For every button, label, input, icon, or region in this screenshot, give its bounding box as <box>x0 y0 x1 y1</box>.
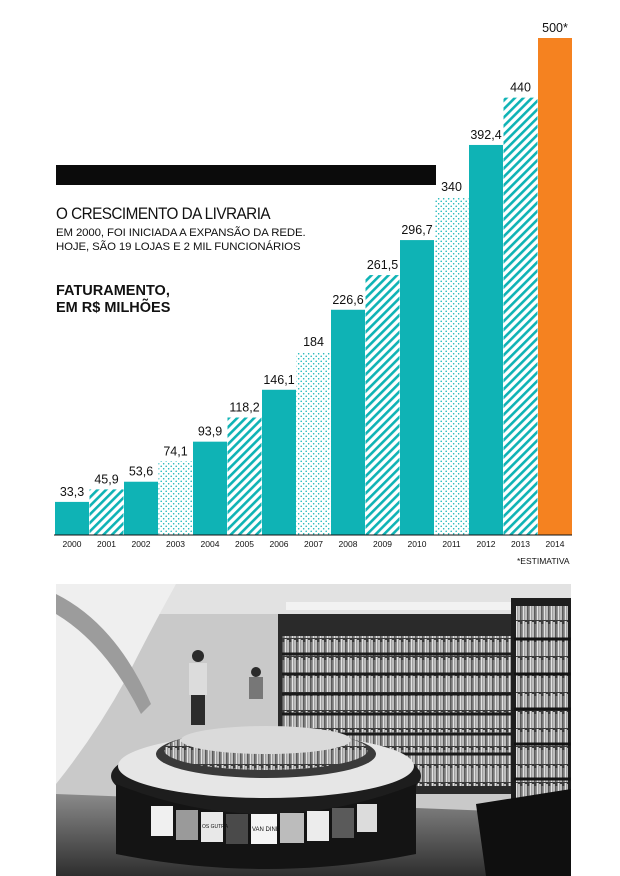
x-tick-2011: 2011 <box>442 539 461 549</box>
revenue-bar-chart: 33,3 2000 45,9 2001 53,6 2002 74,1 2003 93,9 2004… <box>54 21 572 549</box>
value-label-2011: 340 <box>441 180 462 194</box>
photo-book-title-2: OS GUTRA <box>202 824 229 830</box>
bar-2005 <box>227 417 262 535</box>
subtitle-line-2: HOJE, SÃO 19 LOJAS E 2 MIL FUNCIONÁRIOS <box>56 241 301 253</box>
x-tick-2013: 2013 <box>511 539 530 549</box>
value-label-2003: 74,1 <box>163 444 187 458</box>
chart-subtitle: EM 2000, FOI INICIADA A EXPANSÃO DA REDE… <box>56 226 376 254</box>
bar-2008 <box>331 309 365 535</box>
photo-book-title-1: VAN DINE <box>252 827 280 833</box>
footnote-estimate: *ESTIMATIVA <box>517 556 570 566</box>
metric-line-1: FATURAMENTO, <box>56 283 170 299</box>
bar-2010 <box>400 240 434 535</box>
x-tick-2007: 2007 <box>304 539 323 549</box>
x-tick-2003: 2003 <box>166 539 185 549</box>
x-tick-2009: 2009 <box>373 539 392 549</box>
value-label-2004: 93,9 <box>198 425 222 439</box>
value-label-2006: 146,1 <box>263 373 294 387</box>
value-label-2014: 500* <box>542 21 568 35</box>
x-tick-2010: 2010 <box>408 539 427 549</box>
value-label-2002: 53,6 <box>129 465 153 479</box>
x-tick-2004: 2004 <box>201 539 220 549</box>
x-tick-2006: 2006 <box>270 539 289 549</box>
metric-label: FATURAMENTO, EM R$ MILHÕES <box>56 283 170 317</box>
x-tick-2008: 2008 <box>339 539 358 549</box>
value-label-2005: 118,2 <box>229 401 259 415</box>
bar-2014 <box>538 38 572 535</box>
value-label-2010: 296,7 <box>401 223 432 237</box>
x-tick-2000: 2000 <box>63 539 82 549</box>
x-tick-2001: 2001 <box>97 539 116 549</box>
x-tick-2014: 2014 <box>546 539 565 549</box>
bar-2012 <box>469 144 503 535</box>
value-label-2001: 45,9 <box>94 472 118 486</box>
value-label-2013: 440 <box>510 81 531 95</box>
bar-2009 <box>365 275 400 535</box>
value-label-2009: 261,5 <box>367 258 398 272</box>
bar-2002 <box>124 481 158 535</box>
value-label-2007: 184 <box>303 335 324 349</box>
metric-line-2: EM R$ MILHÕES <box>56 300 171 316</box>
bar-2007 <box>296 352 331 535</box>
bookstore-photo: VAN DINE OS GUTRA <box>56 584 571 876</box>
bar-2004 <box>193 441 227 535</box>
subtitle-line-1: EM 2000, FOI INICIADA A EXPANSÃO DA REDE… <box>56 227 306 239</box>
chart-title: O CRESCIMENTO DA LIVRARIA <box>56 204 271 223</box>
bar-2011 <box>434 197 469 536</box>
x-tick-2012: 2012 <box>477 539 496 549</box>
header-black-bar <box>56 165 436 185</box>
bar-2013 <box>503 97 538 535</box>
x-tick-2005: 2005 <box>235 539 254 549</box>
value-label-2008: 226,6 <box>332 293 363 307</box>
bar-2003 <box>158 461 193 535</box>
x-tick-2002: 2002 <box>132 539 151 549</box>
bar-2006 <box>262 389 296 535</box>
value-label-2012: 392,4 <box>470 128 501 142</box>
bar-2001 <box>89 489 124 535</box>
value-label-2000: 33,3 <box>60 485 84 499</box>
bar-2000 <box>55 501 89 535</box>
